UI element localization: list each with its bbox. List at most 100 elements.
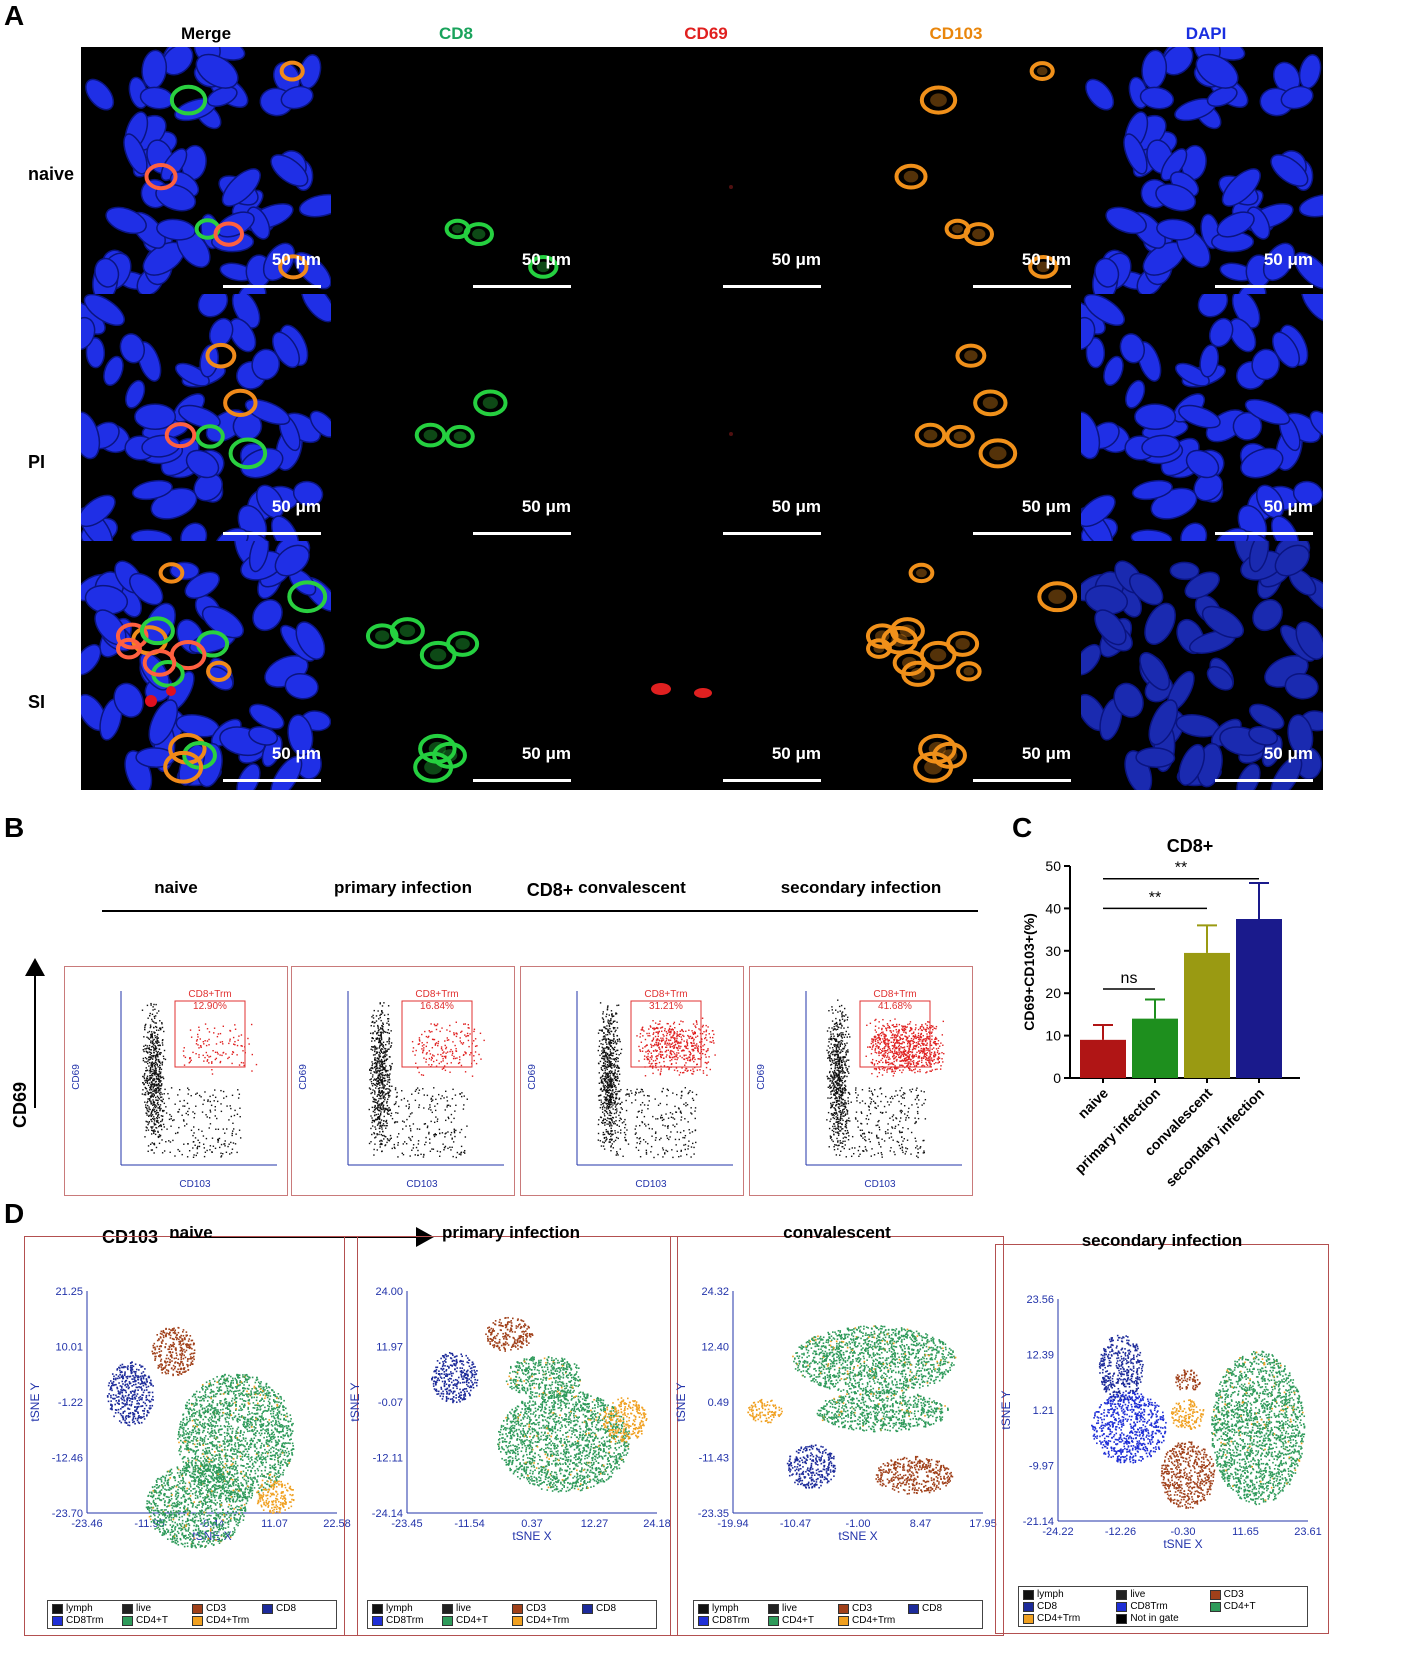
right-arrow-icon xyxy=(416,1227,434,1247)
scale-bar-line xyxy=(723,779,821,782)
scale-bar: 50 μm xyxy=(973,744,1071,786)
legend-item: CD3 xyxy=(512,1603,582,1614)
gate-label: CD8+Trm xyxy=(873,989,916,1000)
legend-swatch xyxy=(908,1603,919,1614)
channel-label-cd8: CD8 xyxy=(438,24,473,43)
tsne-x-tick: 8.47 xyxy=(910,1518,931,1530)
scale-bar-line xyxy=(473,285,571,288)
scale-bar-line xyxy=(1215,779,1313,782)
tsne-x-tick: 11.65 xyxy=(1232,1526,1259,1538)
flow-title-3: secondary infection xyxy=(780,878,942,897)
tsne-x-tick: -24.22 xyxy=(1042,1526,1073,1538)
legend-swatch xyxy=(512,1603,523,1614)
legend-label: CD8Trm xyxy=(66,1615,104,1626)
scale-bar-line xyxy=(223,779,321,782)
tsne-y-tick: -12.11 xyxy=(373,1453,403,1465)
tsne-legend: lymph live CD3 CD8 CD8Trm CD4+T CD4+Trm Not in … xyxy=(1018,1586,1308,1627)
legend-swatch xyxy=(1209,1601,1221,1612)
tsne-title-1: primary infection xyxy=(442,1223,580,1242)
legend-label: CD4+T xyxy=(782,1615,814,1626)
tsne-y-tick: -9.97 xyxy=(1029,1461,1054,1473)
legend-label: CD8 xyxy=(922,1603,943,1614)
legend-item: live xyxy=(768,1603,838,1614)
tsne-y-tick: 1.21 xyxy=(1033,1405,1054,1417)
tsne-x-tick: -1.00 xyxy=(845,1518,870,1530)
tsne-y-tick: -21.14 xyxy=(1023,1516,1054,1528)
legend-swatch xyxy=(838,1603,849,1614)
legend-item: CD8 xyxy=(1023,1601,1116,1612)
scale-bar: 50 μm xyxy=(973,250,1071,292)
gate-label: CD8+Trm xyxy=(188,989,231,1000)
scale-bar: 50 μm xyxy=(973,497,1071,539)
legend-swatch xyxy=(1023,1601,1034,1612)
tsne-plot-0: naive 21.25 10.01 -1.22 -12.46 -23.70 -23.46 -1… xyxy=(24,1223,358,1636)
scale-bar-label: 50 μm xyxy=(771,497,821,516)
flow-title-0: naive xyxy=(154,878,198,897)
scale-bar: 50 μm xyxy=(1215,250,1313,292)
y-tick-label: 40 xyxy=(1045,900,1061,916)
legend-swatch xyxy=(1116,1601,1128,1612)
scale-bar: 50 μm xyxy=(723,250,821,292)
panel-c-chart: CD8+ CD69+CD103+(%) 0 10 20 30 40 50 naive primar… xyxy=(1020,810,1409,1240)
flow-x-label: CD103 xyxy=(179,1179,211,1190)
legend-swatch xyxy=(192,1615,203,1626)
tsne-legend: lymph live CD3 CD8 CD8Trm CD4+T CD4+Trm xyxy=(47,1600,337,1629)
legend-swatch xyxy=(122,1615,133,1626)
significance-label-2: ** xyxy=(1175,860,1187,877)
x-tick-label-0: naive xyxy=(1074,1085,1111,1122)
legend-swatch xyxy=(1116,1613,1128,1624)
legend-item: live xyxy=(122,1603,192,1614)
scale-bar-label: 50 μm xyxy=(1021,497,1071,516)
micrograph-pi-merge: 50 μm xyxy=(81,294,331,543)
legend-swatch xyxy=(512,1615,523,1626)
significance-label-1: ** xyxy=(1149,889,1161,906)
tsne-y-label: tSNE Y xyxy=(28,1382,42,1421)
tsne-legend: lymph live CD3 CD8 CD8Trm CD4+T CD4+Trm xyxy=(367,1600,657,1629)
gate-label: CD8+Trm xyxy=(415,989,458,1000)
tsne-x-tick: -10.47 xyxy=(780,1518,811,1530)
micrograph-pi-cd8: 50 μm xyxy=(331,294,581,543)
channel-label-merge: Merge xyxy=(180,24,232,43)
legend-item: CD4+T xyxy=(768,1615,838,1626)
scale-bar: 50 μm xyxy=(1215,497,1313,539)
legend-label: CD4+Trm xyxy=(206,1615,250,1626)
legend-swatch xyxy=(1023,1589,1034,1600)
tsne-y-tick: -0.07 xyxy=(378,1397,403,1409)
legend-label: Not in gate xyxy=(1130,1613,1179,1624)
scale-bar-label: 50 μm xyxy=(1263,497,1313,516)
scale-bar-label: 50 μm xyxy=(771,250,821,269)
tsne-x-tick: -19.94 xyxy=(717,1518,748,1530)
chart-y-label: CD69+CD103+(%) xyxy=(1021,913,1037,1031)
tsne-x-label: tSNE X xyxy=(838,1529,877,1543)
legend-label: lymph xyxy=(712,1603,739,1614)
gate-percent: 31.21% xyxy=(649,1001,683,1012)
tsne-y-tick: 10.01 xyxy=(55,1342,83,1354)
scale-bar-label: 50 μm xyxy=(771,744,821,763)
legend-label: CD3 xyxy=(206,1603,227,1614)
scale-bar-label: 50 μm xyxy=(1263,744,1313,763)
tsne-plot-1: primary infection 24.00 11.97 -0.07 -12.11 -2… xyxy=(344,1223,678,1636)
tsne-x-label: tSNE X xyxy=(1163,1537,1202,1551)
legend-swatch xyxy=(262,1603,273,1614)
legend-swatch xyxy=(1209,1589,1221,1600)
flow-title-1: primary infection xyxy=(334,878,472,897)
tsne-y-tick: -11.43 xyxy=(699,1453,729,1465)
legend-label: live xyxy=(136,1603,152,1614)
scale-bar: 50 μm xyxy=(223,744,321,786)
tsne-x-label: tSNE X xyxy=(512,1529,551,1543)
micrograph-pi-cd103: 50 μm xyxy=(831,294,1081,543)
tsne-x-tick: -23.45 xyxy=(391,1518,422,1530)
row-label-pi: PI xyxy=(28,452,46,472)
tsne-x-tick: 23.61 xyxy=(1294,1526,1322,1538)
tsne-y-tick: 11.97 xyxy=(376,1342,403,1354)
scale-bar: 50 μm xyxy=(223,497,321,539)
legend-item: CD8 xyxy=(908,1603,978,1614)
micrograph-si-cd103: 50 μm xyxy=(831,541,1081,790)
scale-bar-line xyxy=(723,285,821,288)
x-arrow-line xyxy=(170,1236,418,1238)
scale-bar-label: 50 μm xyxy=(271,744,321,763)
legend-label: CD4+Trm xyxy=(526,1615,570,1626)
legend-label: CD3 xyxy=(852,1603,873,1614)
y-tick-label: 50 xyxy=(1045,858,1061,874)
y-tick-label: 20 xyxy=(1045,985,1061,1001)
